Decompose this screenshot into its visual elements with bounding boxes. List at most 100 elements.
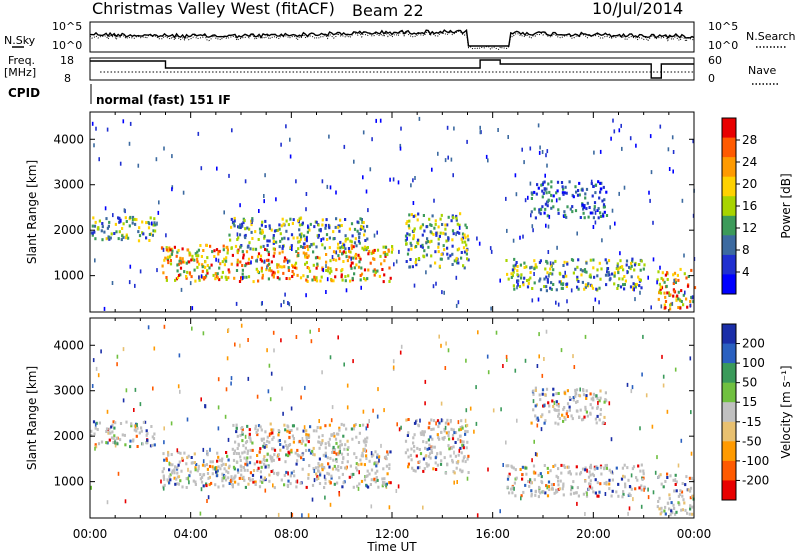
power-cell [287,266,290,270]
power-cell [249,247,252,251]
freq-left-label-1: Freq. [8,54,35,67]
velocity-cell [538,489,541,493]
power-cell [554,259,557,263]
power-cell [259,245,262,249]
power-cell [276,228,280,232]
power-cell [432,232,435,236]
power-cell [304,262,307,266]
velocity-cell [339,443,342,447]
power-cell [440,253,443,256]
velocity-colorbar-label: -100 [742,454,769,468]
velocity-cell [373,462,376,466]
velocity-cell [272,428,275,432]
velocity-cell [570,488,573,492]
velocity-cell [430,451,434,454]
power-cell [664,295,667,299]
power-cell [380,262,383,266]
power-cell [530,197,533,200]
velocity-cell [246,463,249,467]
power-cell [91,224,94,228]
power-cell [267,250,270,254]
velocity-cell [359,458,362,462]
velocity-cell [389,450,392,454]
power-cell [635,282,638,286]
power-noise-cell [335,190,337,195]
power-noise-cell [418,116,421,121]
velocity-cell [257,424,261,428]
power-cell [388,266,391,270]
velocity-cell [197,464,200,468]
power-cell [465,252,468,256]
power-cell [437,250,440,254]
power-cell [558,280,561,284]
power-cell [435,231,438,235]
power-cell [358,236,361,239]
power-cell [391,245,394,248]
power-noise-cell [369,167,372,172]
velocity-cell [446,418,449,422]
velocity-noise-cell [538,354,540,359]
velocity-noise-cell [486,354,489,359]
power-cell [304,237,307,241]
power-cell [276,276,279,280]
velocity-colorbar-segment [722,324,736,345]
velocity-noise-cell [300,395,302,400]
power-cell [405,222,408,225]
velocity-cell [244,485,247,489]
velocity-cell [283,483,286,487]
power-cell [561,185,564,189]
velocity-cell [208,483,211,487]
velocity-cell [378,455,381,459]
power-noise-cell [399,146,402,151]
velocity-cell [584,466,587,470]
velocity-cell [450,427,453,431]
velocity-cell [588,470,591,474]
power-noise-cell [545,153,547,158]
power-cell [261,230,264,234]
velocity-cell [302,439,305,443]
velocity-cell [110,436,114,440]
velocity-cell [534,493,537,497]
velocity-cell [372,453,375,457]
power-cell [120,238,123,242]
velocity-cell [142,420,145,424]
velocity-cell [153,443,156,447]
velocity-cell [231,485,234,489]
power-cell [608,273,611,277]
velocity-cell [358,431,361,435]
velocity-noise-cell [597,400,599,405]
power-cell [246,245,249,249]
velocity-cell [312,467,315,471]
velocity-cell [668,497,671,501]
velocity-cell [689,489,692,493]
velocity-noise-cell [502,364,504,368]
velocity-cell [105,441,108,445]
power-cell [287,223,290,227]
power-noise-cell [659,124,662,129]
velocity-cell [456,461,459,465]
x-tick-label: 16:00 [475,527,510,541]
power-cell [262,244,265,248]
velocity-cell [252,469,256,472]
velocity-cell [451,437,455,441]
power-noise-cell [321,179,324,184]
velocity-noise-cell [217,377,220,382]
power-cell [574,209,578,213]
velocity-noise-cell [543,357,545,361]
velocity-noise-cell [392,359,395,364]
velocity-cell [672,478,675,482]
velocity-cell [111,423,114,427]
velocity-noise-cell [385,483,387,488]
power-cell [337,242,340,246]
velocity-cell [266,439,269,443]
velocity-cell [589,463,592,467]
power-cell [216,276,219,280]
power-noise-cell [435,281,437,286]
power-noise-cell [376,230,378,235]
power-cell [405,260,408,263]
power-cell [292,236,295,240]
velocity-cell [170,471,174,475]
power-cell [658,282,661,286]
velocity-noise-cell [487,467,489,472]
power-noise-cell [217,258,220,263]
